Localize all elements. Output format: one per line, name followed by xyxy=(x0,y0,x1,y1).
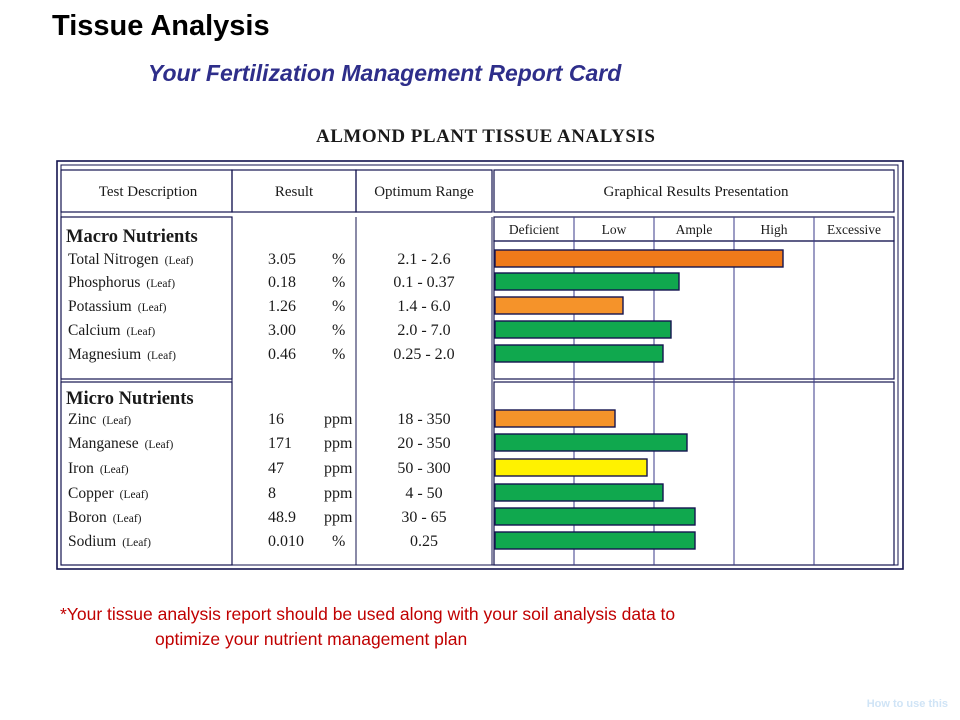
tissue-analysis-report-table: Test Description Result Optimum Range Gr… xyxy=(56,160,904,570)
result-bar-zinc xyxy=(494,409,616,428)
category-label-low: Low xyxy=(602,222,627,237)
result-value: 8 xyxy=(268,485,276,502)
report-title: ALMOND PLANT TISSUE ANALYSIS xyxy=(316,126,656,147)
result-bar-total-nitrogen xyxy=(494,249,784,268)
nutrient-name: Magnesium (Leaf) xyxy=(68,346,176,363)
optimum-range: 1.4 - 6.0 xyxy=(397,298,450,315)
optimum-range: 4 - 50 xyxy=(405,485,442,502)
result-unit: % xyxy=(332,346,345,363)
result-bar-boron xyxy=(494,507,696,526)
category-layer: Deficient Low Ample High Excessive xyxy=(509,217,881,565)
nutrient-name: Manganese (Leaf) xyxy=(68,435,173,452)
page-subtitle: Your Fertilization Management Report Car… xyxy=(148,60,622,86)
result-bar-copper xyxy=(494,483,664,502)
report-outer-frame xyxy=(56,160,904,570)
result-bar-sodium xyxy=(494,531,696,550)
result-unit: % xyxy=(332,251,345,268)
result-bar-potassium xyxy=(494,296,624,315)
nutrient-name: Potassium (Leaf) xyxy=(68,298,167,315)
result-bar-phosphorus xyxy=(494,272,680,291)
analysis-note: *Your tissue analysis report should be u… xyxy=(60,602,910,652)
category-label-ample: Ample xyxy=(676,222,713,237)
macro-graph-box xyxy=(493,240,895,380)
result-value: 0.010 xyxy=(268,533,304,550)
section-heading-macro: Macro Nutrients xyxy=(66,227,198,247)
result-bar-iron xyxy=(494,458,648,477)
nutrient-name: Boron (Leaf) xyxy=(68,509,142,526)
result-unit: % xyxy=(332,533,345,550)
result-value: 47 xyxy=(268,460,284,477)
nutrient-name: Sodium (Leaf) xyxy=(68,533,151,550)
result-bar-calcium xyxy=(494,320,672,339)
result-bar-manganese xyxy=(494,433,688,452)
nutrient-name: Zinc (Leaf) xyxy=(68,411,131,428)
header-graphical-results: Graphical Results Presentation xyxy=(604,184,789,200)
row-layer: Macro Nutrients Total Nitrogen (Leaf) 3.05%… xyxy=(66,227,455,550)
optimum-range: 20 - 350 xyxy=(397,435,450,452)
header-result: Result xyxy=(275,184,314,200)
optimum-range: 2.1 - 2.6 xyxy=(397,251,450,268)
micro-graph-box xyxy=(493,381,895,566)
how-to-use-link[interactable]: How to use this xyxy=(866,698,948,710)
category-label-deficient: Deficient xyxy=(509,222,559,237)
result-unit: % xyxy=(332,274,345,291)
result-value: 3.05 xyxy=(268,251,296,268)
result-unit: % xyxy=(332,298,345,315)
optimum-range: 30 - 65 xyxy=(401,509,446,526)
note-line-1: *Your tissue analysis report should be u… xyxy=(60,604,676,624)
nutrient-name: Calcium (Leaf) xyxy=(68,322,155,339)
result-value: 171 xyxy=(268,435,292,452)
header-test-description: Test Description xyxy=(99,184,198,200)
nutrient-name: Phosphorus (Leaf) xyxy=(68,274,175,291)
result-value: 0.46 xyxy=(268,346,296,363)
note-line-2: optimize your nutrient management plan xyxy=(155,629,468,649)
result-value: 0.18 xyxy=(268,274,296,291)
nutrient-name: Copper (Leaf) xyxy=(68,485,149,502)
category-label-high: High xyxy=(761,222,788,237)
bar-layer xyxy=(494,249,784,550)
category-label-excessive: Excessive xyxy=(827,222,881,237)
result-value: 48.9 xyxy=(268,509,296,526)
result-unit: ppm xyxy=(324,460,353,477)
header-optimum-range: Optimum Range xyxy=(374,184,474,200)
optimum-range: 0.1 - 0.37 xyxy=(393,274,454,291)
result-unit: ppm xyxy=(324,411,353,428)
optimum-range: 50 - 300 xyxy=(397,460,450,477)
result-bar-magnesium xyxy=(494,344,664,363)
optimum-range: 2.0 - 7.0 xyxy=(397,322,450,339)
result-unit: % xyxy=(332,322,345,339)
page-title: Tissue Analysis xyxy=(52,10,270,42)
header-range-box xyxy=(355,169,493,213)
nutrient-name: Iron (Leaf) xyxy=(68,460,129,477)
optimum-range: 0.25 xyxy=(410,533,438,550)
section-heading-micro: Micro Nutrients xyxy=(66,389,194,409)
result-value: 3.00 xyxy=(268,322,296,339)
optimum-range: 18 - 350 xyxy=(397,411,450,428)
nutrient-name: Total Nitrogen (Leaf) xyxy=(68,251,194,268)
result-unit: ppm xyxy=(324,435,353,452)
result-unit: ppm xyxy=(324,509,353,526)
optimum-range: 0.25 - 2.0 xyxy=(393,346,454,363)
result-value: 1.26 xyxy=(268,298,296,315)
header-graph-box xyxy=(493,169,895,213)
result-unit: ppm xyxy=(324,485,353,502)
result-value: 16 xyxy=(268,411,284,428)
